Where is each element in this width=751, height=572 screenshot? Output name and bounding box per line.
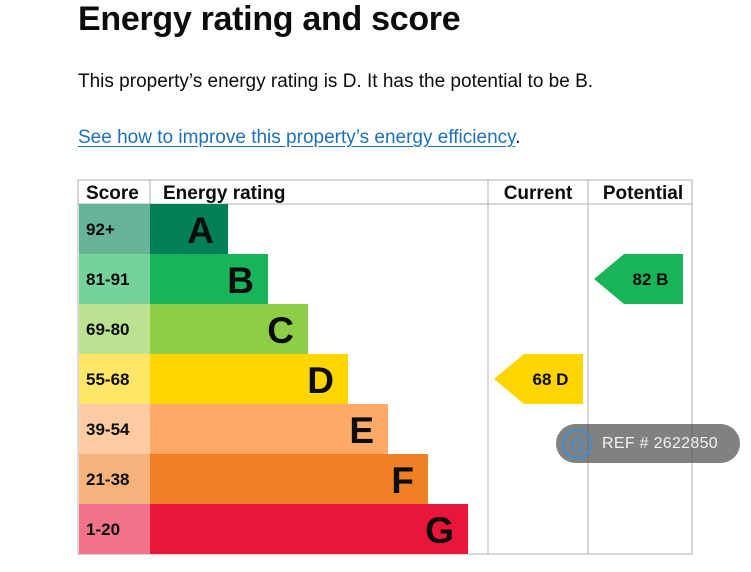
rating-letter: G: [425, 510, 454, 551]
column-header: Current: [504, 183, 573, 204]
score-cell: [79, 254, 150, 304]
reference-badge: REF # 2622850: [556, 424, 740, 463]
current-rating-label: 68 D: [533, 370, 569, 389]
rating-letter: E: [349, 410, 374, 451]
score-cell: [79, 504, 150, 554]
potential-rating-arrow: [594, 254, 683, 304]
rating-letter: B: [227, 260, 254, 301]
rating-letter: F: [391, 460, 414, 501]
score-label: 39-54: [86, 420, 130, 439]
home-icon: [562, 428, 592, 459]
rating-bar: [150, 204, 228, 254]
score-cell: [79, 204, 150, 254]
column-header: Potential: [603, 183, 683, 204]
page-title: Energy rating and score: [78, 0, 461, 38]
rating-summary: This property’s energy rating is D. It h…: [78, 71, 594, 92]
reference-number: REF # 2622850: [602, 434, 718, 452]
rating-bar: [150, 354, 348, 404]
column-header: Score: [86, 183, 139, 204]
rating-bar: [150, 454, 428, 504]
score-cell: [79, 354, 150, 404]
score-label: 21-38: [86, 470, 129, 489]
score-cell: [79, 454, 150, 504]
score-cell: [79, 404, 150, 454]
current-rating-arrow: [494, 354, 583, 404]
score-label: 69-80: [86, 320, 129, 339]
rating-letter: C: [267, 310, 294, 351]
rating-bar: [150, 254, 268, 304]
rating-bar: [150, 404, 388, 454]
improve-efficiency-link[interactable]: See how to improve this property’s energ…: [78, 127, 516, 148]
rating-bar: [150, 504, 468, 554]
improve-link-suffix: .: [515, 127, 521, 148]
rating-letter: D: [307, 360, 334, 401]
rating-bar: [150, 304, 308, 354]
improve-paragraph: See how to improve this property’s energ…: [78, 126, 521, 150]
score-label: 92+: [86, 220, 115, 239]
score-label: 1-20: [86, 520, 120, 539]
rating-letter: A: [187, 210, 214, 251]
potential-rating-label: 82 B: [633, 270, 669, 289]
score-label: 55-68: [86, 370, 129, 389]
column-header: Energy rating: [163, 183, 285, 204]
score-cell: [79, 304, 150, 354]
score-label: 81-91: [86, 270, 129, 289]
